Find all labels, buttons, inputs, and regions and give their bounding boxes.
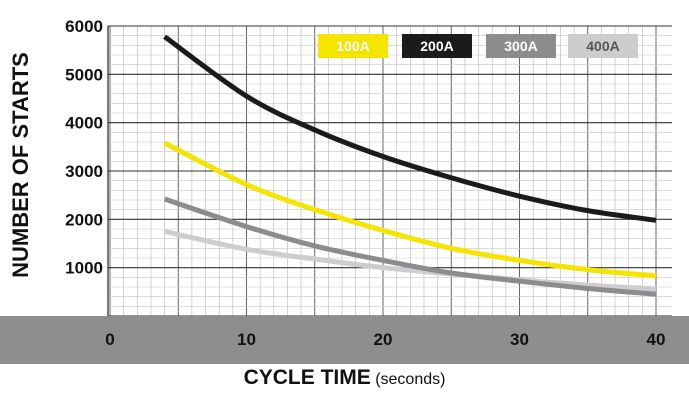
x-tick-label: 40 [647,330,666,349]
y-tick-label: 1000 [65,259,103,278]
legend: 100A 200A 300A 400A [318,34,638,58]
series-line-200a [163,34,657,223]
legend-swatch-400a [568,34,638,58]
y-tick-label: 6000 [65,17,103,36]
x-tick-label: 30 [510,330,529,349]
x-tick-label: 0 [105,330,114,349]
x-axis-title: CYCLE TIME (seconds) [0,366,689,390]
x-tick-label: 20 [374,330,393,349]
legend-label-300a: 300A [504,38,537,54]
legend-label-400a: 400A [586,38,619,54]
y-axis-title-text: NUMBER OF STARTS [8,52,33,278]
y-axis-title: NUMBER OF STARTS [6,20,36,310]
y-tick-label: 3000 [65,162,103,181]
legend-label-100a: 100A [336,38,369,54]
series-lines [163,34,657,297]
y-tick-label: 5000 [65,65,103,84]
x-axis-unit: (seconds) [375,371,446,388]
x-axis-band [0,316,689,364]
legend-swatch-300a [486,34,556,58]
y-tick-label: 2000 [65,210,103,229]
series-line-100a [163,140,657,279]
series-line-300a [163,196,657,297]
legend-label-200a: 200A [420,38,453,54]
y-tick-labels: 1000 2000 3000 4000 5000 6000 [65,17,103,278]
legend-swatch-200a [402,34,472,58]
x-tick-label: 10 [237,330,256,349]
legend-swatch-100a [318,34,388,58]
y-tick-label: 4000 [65,114,103,133]
x-tick-labels: 0 10 20 30 40 [105,330,665,349]
x-axis-title-text: CYCLE TIME [243,366,371,389]
series-line-400a [164,228,657,292]
